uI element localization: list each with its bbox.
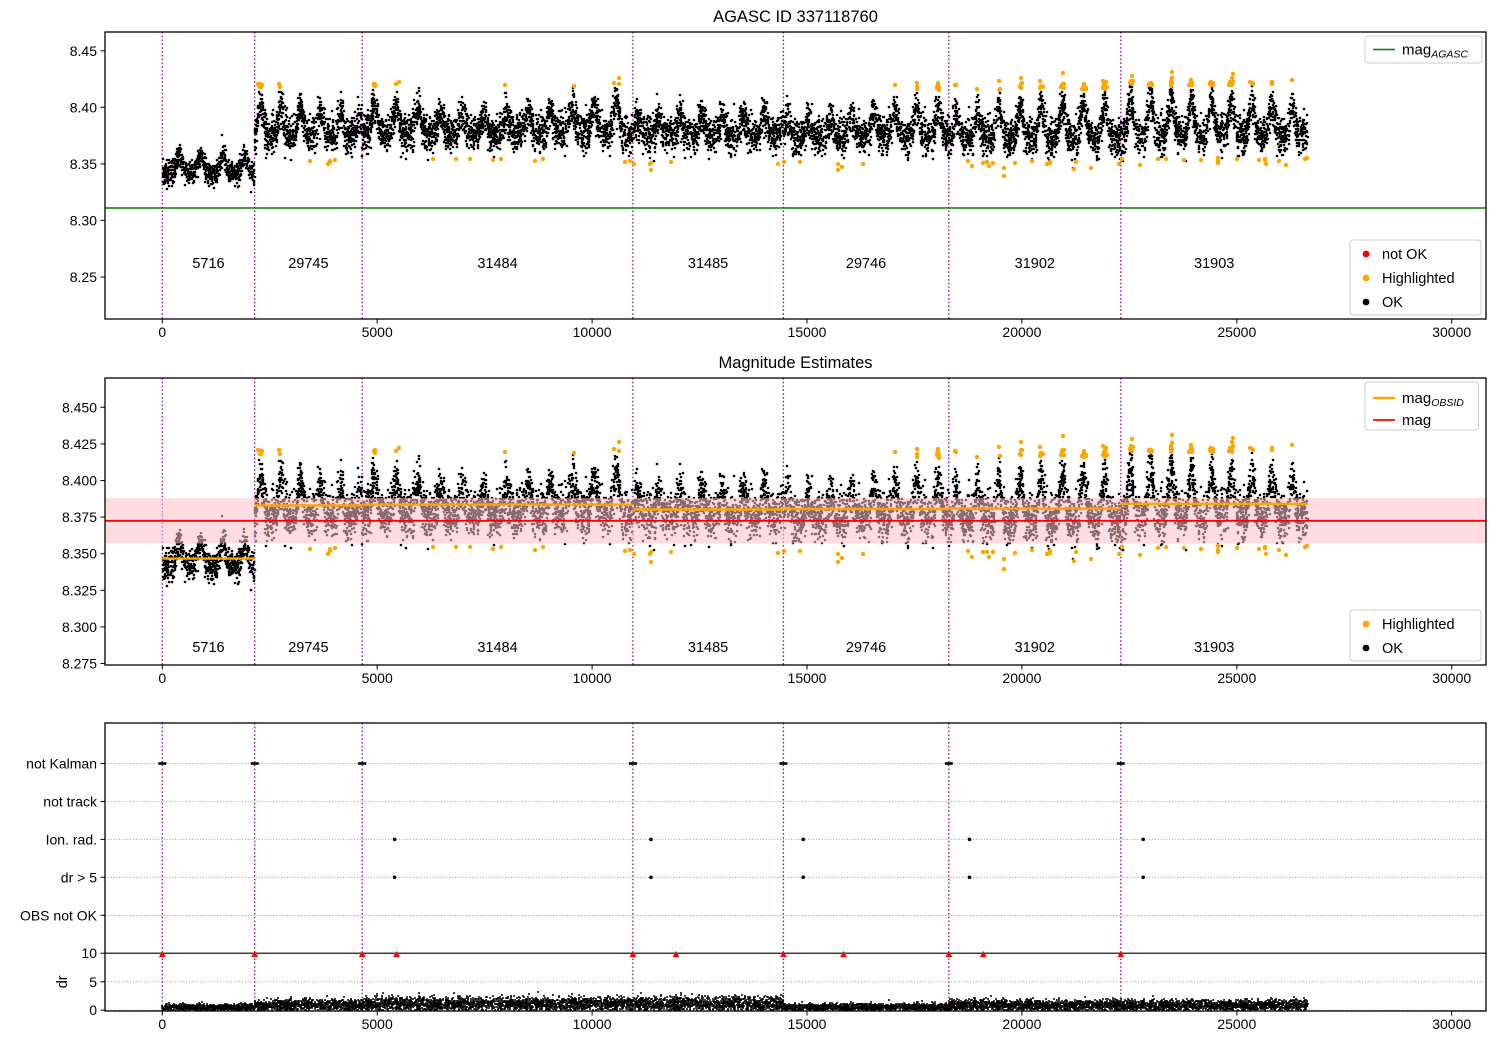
svg-text:OK: OK [1382,641,1403,657]
svg-text:mag: mag [1402,412,1431,429]
svg-text:31903: 31903 [1194,640,1234,656]
svg-text:31903: 31903 [1194,256,1234,272]
svg-text:Highlighted: Highlighted [1382,617,1455,633]
svg-text:8.275: 8.275 [62,656,97,672]
svg-text:dr: dr [55,975,71,988]
svg-text:31902: 31902 [1015,256,1055,272]
svg-text:8.450: 8.450 [62,399,97,415]
svg-text:8.40: 8.40 [70,99,97,115]
svg-text:0: 0 [158,1016,166,1032]
svg-text:25000: 25000 [1217,670,1256,686]
svg-text:15000: 15000 [788,324,827,340]
svg-text:25000: 25000 [1217,324,1256,340]
svg-text:10000: 10000 [573,670,612,686]
svg-text:30000: 30000 [1432,1016,1471,1032]
svg-text:31484: 31484 [477,256,517,272]
svg-text:29746: 29746 [846,640,886,656]
svg-text:8.325: 8.325 [62,582,97,598]
svg-text:OK: OK [1382,295,1403,311]
svg-text:0: 0 [158,670,166,686]
svg-text:AGASC ID 337118760: AGASC ID 337118760 [713,8,878,26]
svg-text:29745: 29745 [288,640,328,656]
svg-text:not OK: not OK [1382,247,1427,263]
svg-text:8.425: 8.425 [62,436,97,452]
svg-text:15000: 15000 [788,1016,827,1032]
svg-text:10: 10 [81,945,97,961]
svg-text:31484: 31484 [477,640,517,656]
svg-text:30000: 30000 [1432,324,1471,340]
svg-text:Highlighted: Highlighted [1382,271,1455,287]
svg-text:5000: 5000 [362,324,393,340]
svg-text:0: 0 [158,324,166,340]
svg-text:Ion. rad.: Ion. rad. [46,831,97,847]
svg-text:31902: 31902 [1015,640,1055,656]
svg-text:29745: 29745 [288,256,328,272]
svg-text:dr > 5: dr > 5 [61,869,97,885]
svg-text:8.25: 8.25 [70,269,97,285]
svg-text:20000: 20000 [1002,670,1041,686]
svg-text:Magnitude Estimates: Magnitude Estimates [718,354,872,372]
svg-text:10000: 10000 [573,324,612,340]
svg-text:10000: 10000 [573,1016,612,1032]
svg-text:20000: 20000 [1002,1016,1041,1032]
svg-text:8.45: 8.45 [70,43,97,59]
svg-text:25000: 25000 [1217,1016,1256,1032]
svg-text:5716: 5716 [192,256,224,272]
svg-text:8.375: 8.375 [62,509,97,525]
svg-text:not Kalman: not Kalman [26,756,97,772]
svg-text:29746: 29746 [846,256,886,272]
svg-text:8.300: 8.300 [62,619,97,635]
svg-text:31485: 31485 [688,256,728,272]
svg-text:15000: 15000 [788,670,827,686]
svg-text:OBS not OK: OBS not OK [20,907,98,923]
svg-text:8.30: 8.30 [70,212,97,228]
svg-text:5716: 5716 [192,640,224,656]
svg-text:30000: 30000 [1432,670,1471,686]
svg-text:20000: 20000 [1002,324,1041,340]
svg-text:8.400: 8.400 [62,473,97,489]
svg-text:8.350: 8.350 [62,546,97,562]
svg-text:not track: not track [43,794,98,810]
svg-text:8.35: 8.35 [70,156,97,172]
svg-text:5000: 5000 [362,1016,393,1032]
svg-text:5000: 5000 [362,670,393,686]
svg-text:0: 0 [89,1002,97,1018]
svg-text:31485: 31485 [688,640,728,656]
svg-text:5: 5 [89,974,97,990]
